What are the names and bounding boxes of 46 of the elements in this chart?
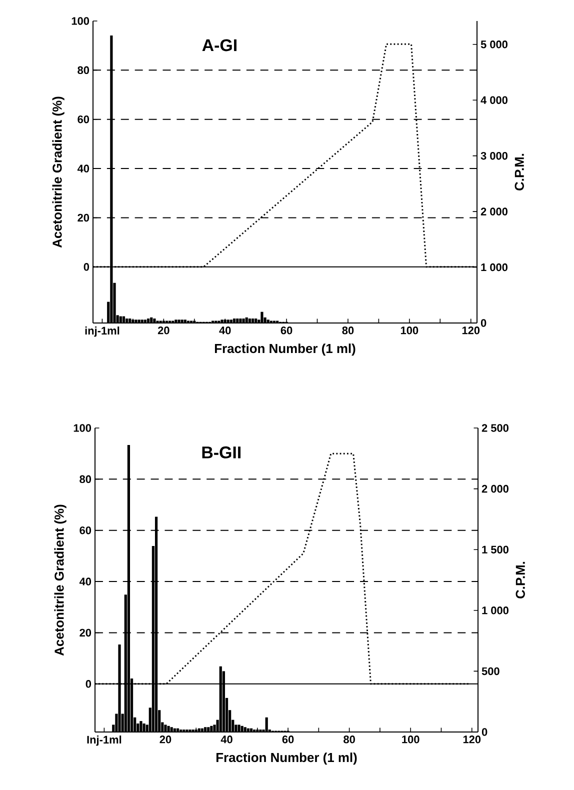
y-tick-label: 0 — [86, 680, 92, 688]
y-tick-label: 0 — [84, 263, 90, 271]
y-tick-label: 100 — [74, 424, 92, 432]
y2-tick-label: 1 500 — [482, 546, 508, 554]
x-tick-label: 60 — [282, 736, 294, 744]
y2-tick-label: 3 000 — [480, 152, 508, 160]
y-axis-title: Acetonitrile Gradient (%) — [54, 504, 66, 656]
x-tick-label: Inj-1ml — [87, 736, 122, 746]
y2-tick-label: 2 000 — [480, 208, 508, 216]
text: A-GI — [202, 39, 236, 52]
y2-axis-title: C.P.M. — [516, 562, 525, 598]
y2-tick-label: 0 — [480, 319, 486, 327]
y-tick-label: 80 — [78, 66, 90, 74]
y-tick-label: 20 — [80, 628, 92, 637]
x-tick-label: 80 — [342, 326, 354, 334]
y2-tick-label: 4 000 — [480, 96, 508, 104]
y-tick-label: 20 — [78, 214, 90, 222]
x-tick-label: 40 — [219, 326, 231, 334]
y2-tick-label: 5 000 — [480, 40, 508, 48]
y-tick-label: 60 — [78, 115, 90, 124]
y-tick-label: 40 — [79, 578, 92, 586]
x-tick-label: 100 — [400, 326, 418, 334]
y2-tick-label: 2 000 — [482, 484, 508, 493]
y-tick-label: 80 — [80, 475, 92, 484]
x-tick-label: 100 — [402, 736, 420, 744]
y2-tick-label: 500 — [482, 667, 500, 676]
x-tick-label: 120 — [462, 326, 480, 334]
x-tick-label: 120 — [463, 736, 481, 744]
x-tick-label: inj-1ml — [85, 326, 120, 337]
y-tick-label: 100 — [72, 17, 90, 25]
y2-tick-label: 1 000 — [482, 606, 508, 614]
x-tick-label: 20 — [160, 736, 172, 744]
y2-tick-label: 1 000 — [481, 263, 508, 272]
y2-tick-label: 0 — [482, 728, 488, 736]
x-tick-label: 60 — [280, 326, 292, 334]
y-tick-label: 40 — [77, 164, 90, 172]
x-axis-title: Fraction Number (1 ml) — [216, 752, 357, 765]
x-tick-label: 80 — [344, 736, 355, 744]
y2-axis-title: C.P.M. — [514, 154, 524, 190]
x-tick-label: 20 — [158, 326, 170, 334]
x-axis-title: Fraction Number (1 ml) — [214, 344, 356, 356]
text: B-GII — [202, 446, 240, 458]
y2-tick-label: 2 500 — [482, 424, 508, 432]
x-tick-label: 40 — [220, 736, 232, 744]
y-axis-title: Acetonitrile Gradient (%) — [52, 96, 64, 248]
y-tick-label: 60 — [80, 526, 92, 534]
